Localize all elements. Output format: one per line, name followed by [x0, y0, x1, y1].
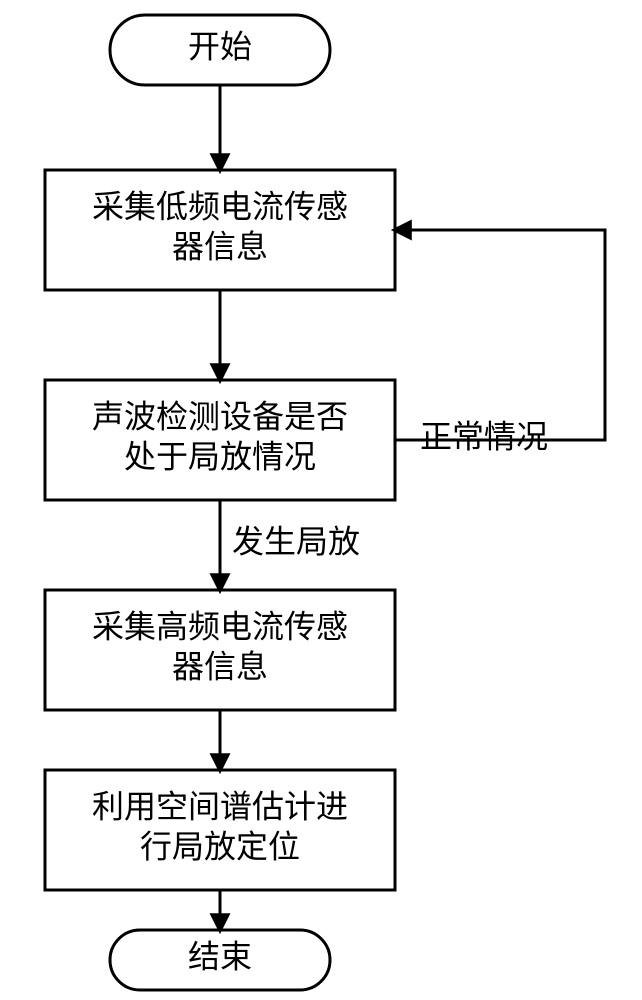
node-end-label: 结束: [188, 938, 252, 974]
edge-5-label: 正常情况: [420, 418, 548, 454]
node-end: 结束: [110, 930, 330, 990]
node-collect_high-label: 器信息: [172, 648, 268, 684]
node-estimate-label: 利用空间谱估计进: [92, 788, 348, 824]
node-collect_low-label: 采集低频电流传感: [92, 188, 348, 224]
node-collect_high-label: 采集高频电流传感: [92, 608, 348, 644]
node-decision-label: 处于局放情况: [124, 438, 316, 474]
node-estimate: 利用空间谱估计进行局放定位: [45, 770, 395, 890]
node-decision-label: 声波检测设备是否: [92, 398, 348, 434]
edge-2-label: 发生局放: [232, 523, 360, 559]
edge-5: [395, 230, 605, 440]
node-estimate-label: 行局放定位: [140, 828, 300, 864]
node-collect_low: 采集低频电流传感器信息: [45, 170, 395, 290]
node-decision: 声波检测设备是否处于局放情况: [45, 380, 395, 500]
node-collect_high: 采集高频电流传感器信息: [45, 590, 395, 710]
node-collect_low-label: 器信息: [172, 228, 268, 264]
node-start-label: 开始: [188, 28, 252, 64]
node-start: 开始: [110, 15, 330, 85]
